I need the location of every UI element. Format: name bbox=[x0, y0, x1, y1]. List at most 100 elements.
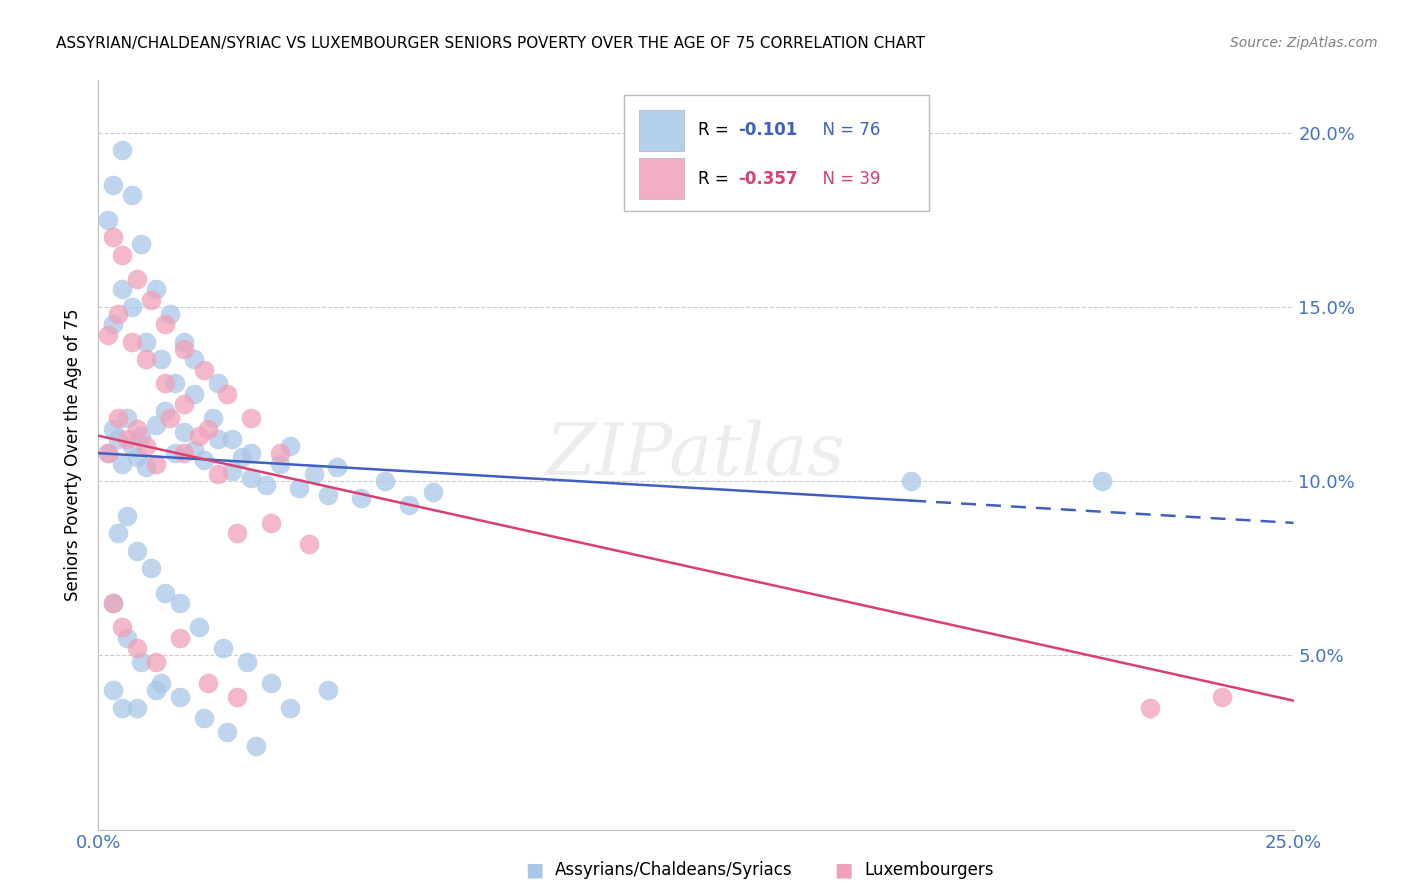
Point bbox=[101, 683, 124, 698]
Point bbox=[226, 526, 249, 541]
Point bbox=[259, 676, 281, 690]
Point bbox=[217, 725, 239, 739]
Point bbox=[107, 411, 129, 425]
Text: ■: ■ bbox=[524, 860, 544, 880]
Point bbox=[207, 376, 229, 391]
Text: Source: ZipAtlas.com: Source: ZipAtlas.com bbox=[1230, 36, 1378, 50]
Point bbox=[125, 422, 148, 436]
Point bbox=[121, 334, 143, 349]
Point bbox=[131, 655, 153, 669]
Point bbox=[288, 481, 311, 495]
Point bbox=[125, 543, 148, 558]
Point bbox=[207, 467, 229, 481]
Text: -0.101: -0.101 bbox=[738, 121, 797, 139]
Point bbox=[316, 683, 339, 698]
Point bbox=[115, 508, 138, 523]
Point bbox=[121, 188, 143, 202]
Point bbox=[125, 641, 148, 656]
Point bbox=[149, 676, 172, 690]
FancyBboxPatch shape bbox=[624, 95, 929, 211]
Point bbox=[111, 700, 134, 714]
Point bbox=[135, 352, 157, 367]
Point bbox=[254, 477, 277, 491]
Point bbox=[1211, 690, 1233, 705]
Point bbox=[155, 317, 177, 331]
Point bbox=[173, 342, 195, 356]
Point bbox=[221, 464, 243, 478]
Point bbox=[107, 307, 129, 321]
Point bbox=[159, 411, 181, 425]
Text: R =: R = bbox=[699, 121, 734, 139]
Point bbox=[202, 411, 225, 425]
Point bbox=[145, 282, 167, 296]
Point bbox=[183, 352, 205, 367]
Text: ASSYRIAN/CHALDEAN/SYRIAC VS LUXEMBOURGER SENIORS POVERTY OVER THE AGE OF 75 CORR: ASSYRIAN/CHALDEAN/SYRIAC VS LUXEMBOURGER… bbox=[56, 36, 925, 51]
Point bbox=[125, 450, 148, 464]
Point bbox=[97, 446, 120, 460]
FancyBboxPatch shape bbox=[638, 158, 685, 200]
Point bbox=[240, 446, 263, 460]
FancyBboxPatch shape bbox=[638, 110, 685, 151]
Point bbox=[298, 537, 321, 551]
Point bbox=[111, 620, 134, 634]
Point bbox=[145, 655, 167, 669]
Point bbox=[163, 376, 186, 391]
Point bbox=[97, 446, 120, 460]
Point bbox=[149, 352, 172, 367]
Point bbox=[111, 143, 134, 157]
Point bbox=[107, 526, 129, 541]
Point bbox=[139, 293, 162, 307]
Point bbox=[173, 446, 195, 460]
Point bbox=[131, 429, 153, 443]
Point bbox=[217, 387, 239, 401]
Point bbox=[422, 484, 444, 499]
Point bbox=[197, 676, 219, 690]
Text: Assyrians/Chaldeans/Syriacs: Assyrians/Chaldeans/Syriacs bbox=[555, 861, 793, 879]
Point bbox=[139, 561, 162, 575]
Point bbox=[278, 700, 301, 714]
Point bbox=[101, 422, 124, 436]
Point bbox=[101, 596, 124, 610]
Point bbox=[183, 442, 205, 457]
Point bbox=[169, 631, 191, 645]
Point bbox=[173, 334, 195, 349]
Text: ZIPatlas: ZIPatlas bbox=[546, 419, 846, 491]
Point bbox=[193, 362, 215, 376]
Point bbox=[101, 317, 124, 331]
Point bbox=[235, 655, 257, 669]
Point bbox=[145, 418, 167, 433]
Point bbox=[111, 247, 134, 261]
Point bbox=[101, 178, 124, 192]
Point bbox=[1091, 474, 1114, 488]
Point bbox=[97, 212, 120, 227]
Point bbox=[155, 404, 177, 418]
Point bbox=[107, 432, 129, 446]
Point bbox=[278, 439, 301, 453]
Point bbox=[302, 467, 325, 481]
Point bbox=[111, 282, 134, 296]
Point bbox=[226, 690, 249, 705]
Point bbox=[173, 425, 195, 440]
Point bbox=[173, 397, 195, 411]
Point bbox=[187, 429, 209, 443]
Point bbox=[163, 446, 186, 460]
Point bbox=[221, 432, 243, 446]
Point bbox=[374, 474, 396, 488]
Point bbox=[245, 739, 267, 753]
Point bbox=[240, 470, 263, 484]
Point bbox=[211, 641, 233, 656]
Text: R =: R = bbox=[699, 169, 734, 188]
Point bbox=[97, 327, 120, 342]
Point bbox=[259, 516, 281, 530]
Point bbox=[135, 460, 157, 475]
Point bbox=[155, 376, 177, 391]
Point bbox=[159, 307, 181, 321]
Point bbox=[900, 474, 922, 488]
Point bbox=[115, 432, 138, 446]
Point bbox=[131, 237, 153, 252]
Point bbox=[135, 334, 157, 349]
Text: N = 39: N = 39 bbox=[811, 169, 880, 188]
Point bbox=[121, 300, 143, 314]
Point bbox=[145, 457, 167, 471]
Point bbox=[269, 457, 291, 471]
